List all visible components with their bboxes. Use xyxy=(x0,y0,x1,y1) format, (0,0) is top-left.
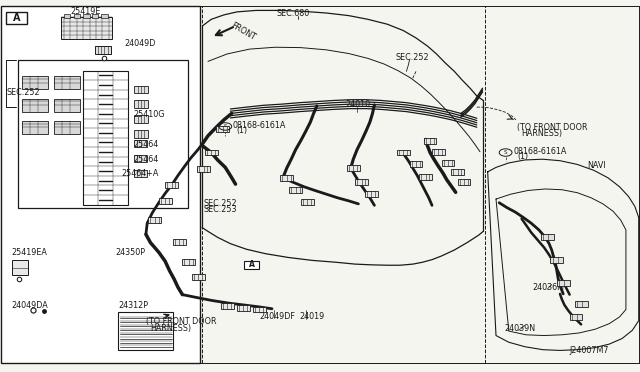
Text: SEC.252: SEC.252 xyxy=(204,199,237,208)
Bar xyxy=(74,14,80,18)
Bar xyxy=(6,12,27,24)
Text: 24036M: 24036M xyxy=(532,283,564,292)
Bar xyxy=(347,165,360,171)
Text: SEC.252: SEC.252 xyxy=(396,53,429,62)
Bar xyxy=(54,99,80,112)
Text: 24049DA: 24049DA xyxy=(12,301,48,310)
Bar xyxy=(237,305,250,311)
Bar xyxy=(197,166,210,172)
Text: 25419EA: 25419EA xyxy=(12,248,47,257)
Bar xyxy=(280,175,293,181)
Bar xyxy=(134,155,147,162)
Text: 24049D: 24049D xyxy=(125,39,156,48)
Bar xyxy=(18,60,188,208)
Bar xyxy=(83,14,90,18)
Bar xyxy=(192,274,205,280)
Bar xyxy=(432,149,445,155)
Text: SEC.253: SEC.253 xyxy=(204,205,237,214)
Bar xyxy=(365,191,378,197)
Text: 24049DF: 24049DF xyxy=(259,312,295,321)
Bar xyxy=(22,76,48,89)
Text: A: A xyxy=(248,260,255,269)
Text: S: S xyxy=(504,150,508,155)
Bar xyxy=(134,100,148,108)
Bar xyxy=(12,260,28,275)
Bar xyxy=(1,6,200,363)
Text: (1): (1) xyxy=(517,153,528,161)
Bar xyxy=(182,259,195,265)
Bar xyxy=(575,301,588,307)
Bar xyxy=(458,179,470,185)
Bar xyxy=(550,257,563,263)
Text: SEC.252: SEC.252 xyxy=(6,88,40,97)
Bar xyxy=(301,199,314,205)
Bar xyxy=(64,14,70,18)
Bar xyxy=(118,312,173,350)
Bar xyxy=(54,76,80,89)
Bar xyxy=(419,174,432,180)
Text: FRONT: FRONT xyxy=(229,21,257,42)
Text: 24350P: 24350P xyxy=(115,248,145,257)
Bar xyxy=(22,99,48,112)
Bar xyxy=(83,71,128,205)
Bar xyxy=(165,182,178,188)
Bar xyxy=(22,121,48,134)
Bar xyxy=(289,187,302,193)
Text: 24019: 24019 xyxy=(300,312,324,321)
Text: HARNESS): HARNESS) xyxy=(522,129,563,138)
Bar xyxy=(61,17,112,39)
Text: 24010: 24010 xyxy=(346,100,371,109)
Text: 25464: 25464 xyxy=(133,155,158,164)
Bar xyxy=(410,161,422,167)
Bar xyxy=(205,150,218,155)
Bar xyxy=(148,217,161,223)
Text: 08168-6161A: 08168-6161A xyxy=(233,121,286,130)
Bar xyxy=(442,160,454,166)
Text: HARNESS): HARNESS) xyxy=(150,324,191,333)
Bar xyxy=(557,280,570,286)
Text: 08168-6161A: 08168-6161A xyxy=(513,147,566,156)
Bar xyxy=(355,179,368,185)
Bar xyxy=(244,261,259,269)
Bar xyxy=(541,234,554,240)
Bar xyxy=(570,314,582,320)
Bar xyxy=(134,130,148,138)
Text: 25419E: 25419E xyxy=(70,7,100,16)
Bar xyxy=(134,140,147,147)
Bar xyxy=(451,169,464,175)
Bar xyxy=(216,126,229,132)
Bar xyxy=(92,14,98,18)
Text: (TO FRONT DOOR: (TO FRONT DOOR xyxy=(517,123,588,132)
Text: A: A xyxy=(13,13,20,23)
Bar xyxy=(397,150,410,155)
Text: (1): (1) xyxy=(237,126,248,135)
Text: S: S xyxy=(223,124,227,129)
Bar xyxy=(101,14,108,18)
Text: 25410G: 25410G xyxy=(133,110,164,119)
Bar xyxy=(54,121,80,134)
Bar xyxy=(159,198,172,204)
Bar xyxy=(134,86,148,93)
Bar xyxy=(424,138,436,144)
Text: 25464: 25464 xyxy=(133,140,158,149)
Text: 24039N: 24039N xyxy=(504,324,536,333)
Text: 24312P: 24312P xyxy=(118,301,148,310)
Bar xyxy=(134,170,147,177)
Bar xyxy=(253,307,266,312)
Bar xyxy=(134,115,148,123)
Bar xyxy=(173,239,186,245)
Text: NAVI: NAVI xyxy=(588,161,606,170)
Text: 25464+A: 25464+A xyxy=(122,169,159,178)
Text: SEC.680: SEC.680 xyxy=(276,9,310,18)
Text: (TO FRONT DOOR: (TO FRONT DOOR xyxy=(146,317,216,326)
Text: J24007M7: J24007M7 xyxy=(570,346,609,355)
Bar xyxy=(221,303,234,309)
Bar xyxy=(95,46,111,54)
